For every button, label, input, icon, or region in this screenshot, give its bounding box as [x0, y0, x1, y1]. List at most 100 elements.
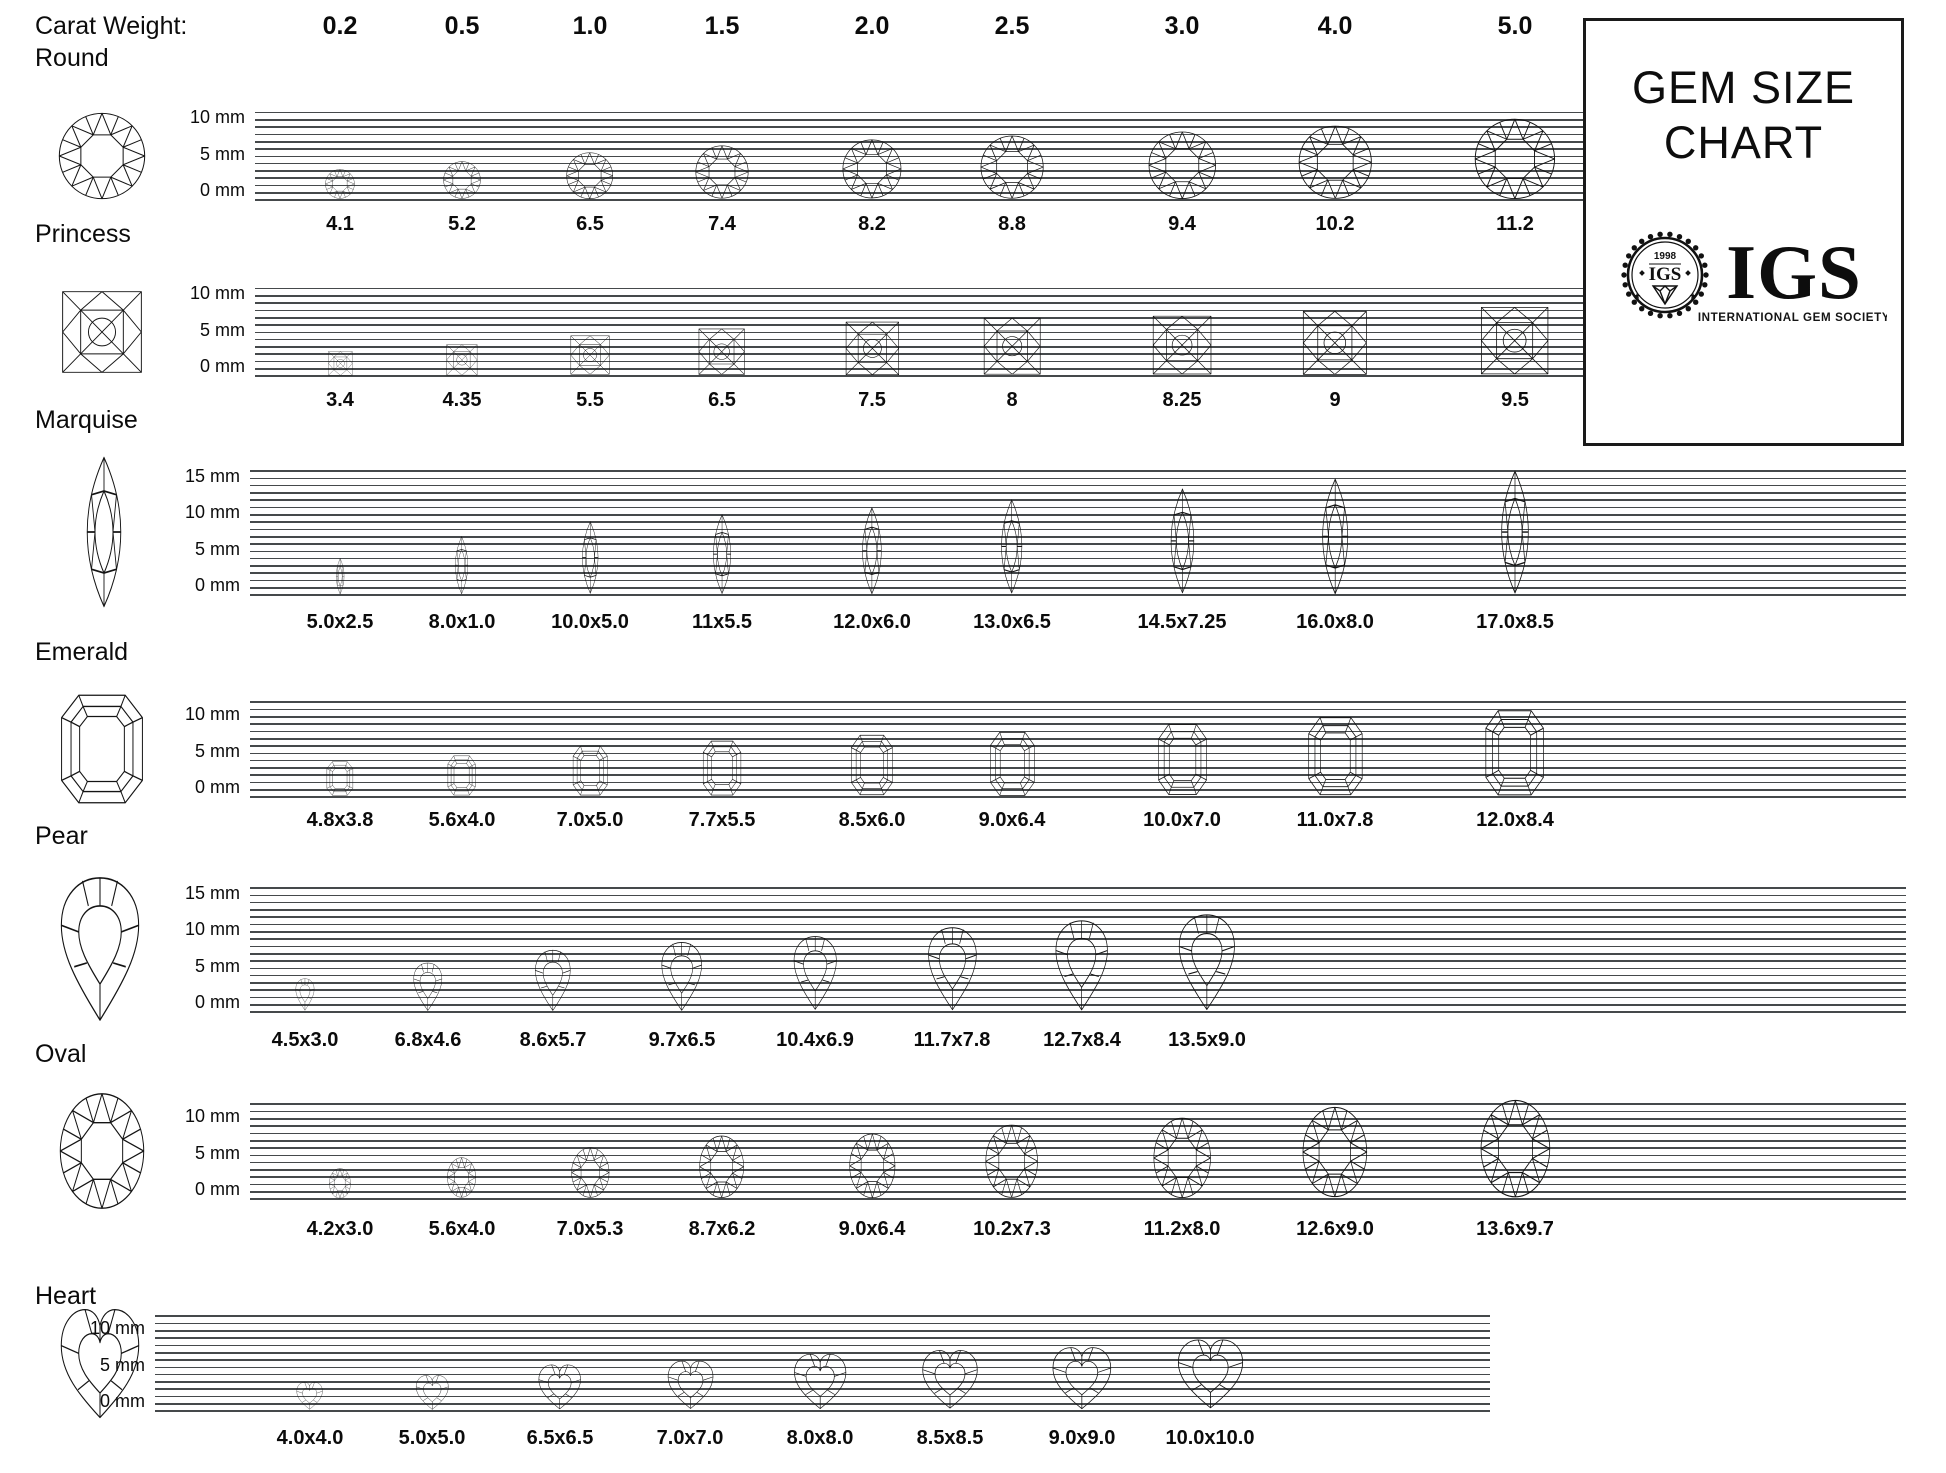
ruler-line	[250, 1103, 1906, 1106]
ruler-line	[250, 1191, 1906, 1193]
ruler-line	[250, 1004, 1906, 1006]
sample-gem-marquise	[86, 456, 122, 608]
ruler-line	[250, 894, 1906, 897]
gem-size-label: 8.2	[858, 213, 886, 235]
mm-tick-label: 10 mm	[184, 919, 240, 939]
ruler-line	[255, 316, 1583, 319]
mm-tick-label: 10 mm	[184, 704, 240, 724]
gem-oval-11.2x8.0	[1153, 1117, 1211, 1198]
carat-weight-header: 2.0	[854, 12, 890, 40]
carat-weight-label: Carat Weight:	[35, 12, 188, 40]
gem-size-label: 8.25	[1162, 389, 1202, 411]
page-title-line2: CHART	[1663, 116, 1824, 168]
ruler-line	[250, 967, 1906, 970]
ruler-line	[155, 1351, 1490, 1354]
gem-emerald-10.0x7.0	[1157, 724, 1207, 796]
igs-logo-acronym: IGS	[1726, 229, 1862, 315]
gem-pear-9.7x6.5	[661, 941, 703, 1011]
ruler-line	[155, 1315, 1490, 1318]
ruler-line	[250, 514, 1906, 516]
ruler-line	[250, 543, 1906, 545]
gem-marquise-8.0x1.0	[455, 536, 469, 595]
ruler-line	[255, 170, 1583, 172]
gem-size-label: 12.0x8.4	[1476, 809, 1554, 831]
ruler-line	[250, 1125, 1906, 1127]
ruler-line	[250, 1147, 1906, 1149]
ruler-line	[250, 774, 1906, 777]
gem-heart-6.5x6.5	[538, 1364, 582, 1410]
ruler-line	[155, 1337, 1490, 1339]
carat-weight-header: 2.5	[994, 12, 1030, 40]
gem-round-6.5	[566, 152, 614, 199]
ruler-line	[250, 923, 1906, 926]
mm-tick-label: 0 mm	[200, 356, 245, 376]
gem-princess-4.35	[446, 343, 478, 375]
ruler-line	[250, 781, 1906, 784]
gem-size-label: 16.0x8.0	[1296, 611, 1374, 633]
sample-gem-heart	[60, 1308, 140, 1419]
gem-size-label: 4.35	[442, 389, 482, 411]
ruler-line	[250, 759, 1906, 762]
gem-pear-4.5x3.0	[295, 978, 315, 1011]
ruler-line	[250, 745, 1906, 747]
sample-gem-pear	[60, 877, 140, 1022]
gem-size-label: 7.5	[858, 389, 886, 411]
gem-size-label: 6.8x4.6	[394, 1029, 462, 1051]
gem-round-7.4	[695, 145, 749, 199]
row-label-heart: Heart	[35, 1282, 97, 1310]
gem-size-label: 5.6x4.0	[428, 809, 496, 831]
ruler-line	[255, 199, 1583, 201]
gem-size-label: 10.2x7.3	[973, 1218, 1051, 1240]
row-label-princess: Princess	[35, 220, 131, 248]
ruler-line	[250, 484, 1906, 487]
ruler-line	[250, 909, 1906, 911]
gem-size-label: 5.5	[576, 389, 604, 411]
gem-size-label: 7.4	[708, 213, 736, 235]
mm-tick-label: 5 mm	[200, 319, 245, 340]
ruler-line	[155, 1322, 1490, 1325]
ruler-line	[255, 309, 1583, 312]
ruler-line	[255, 119, 1583, 121]
row-label-oval: Oval	[35, 1040, 87, 1068]
gem-size-label: 9.0x9.0	[1048, 1427, 1116, 1449]
gem-oval-8.7x6.2	[699, 1135, 745, 1198]
ruler-line	[255, 302, 1583, 304]
gem-size-label: 8.5x8.5	[916, 1427, 984, 1449]
ruler-line	[255, 111, 1583, 114]
mm-tick-label: 10 mm	[184, 1106, 240, 1126]
ruler-line	[255, 140, 1583, 143]
gem-size-label: 10.0x7.0	[1143, 809, 1221, 831]
gem-size-label: 9.7x6.5	[648, 1029, 716, 1051]
ruler-line	[250, 1183, 1906, 1186]
gem-marquise-14.5x7.25	[1170, 488, 1194, 594]
ruler-line	[255, 324, 1583, 326]
ruler-line	[250, 989, 1906, 992]
gem-emerald-7.7x5.5	[702, 740, 742, 796]
gem-size-label: 7.0x5.0	[556, 809, 624, 831]
gem-size-label: 8.7x6.2	[688, 1218, 756, 1240]
ruler-line	[155, 1330, 1490, 1332]
gem-emerald-9.0x6.4	[989, 731, 1035, 796]
ruler-line	[255, 126, 1583, 128]
ruler-line	[250, 528, 1906, 531]
gem-heart-9.0x9.0	[1052, 1346, 1112, 1409]
row-label-pear: Pear	[35, 822, 88, 850]
mm-tick-label: 0 mm	[100, 1391, 145, 1411]
gem-size-label: 13.0x6.5	[973, 611, 1051, 633]
gem-princess-8	[983, 317, 1041, 375]
title-box: GEM SIZE CHART 1998 IGS ★ ★ IGS	[1583, 18, 1904, 446]
mm-tick-label: 5 mm	[195, 740, 240, 761]
gem-heart-4.0x4.0	[296, 1382, 323, 1410]
ruler-line	[250, 737, 1906, 740]
gem-size-label: 11.0x7.8	[1296, 809, 1374, 831]
gem-marquise-11x5.5	[713, 514, 731, 594]
gem-emerald-11.0x7.8	[1307, 717, 1363, 796]
gem-size-label: 9.0x6.4	[978, 809, 1046, 831]
ruler-line	[250, 1011, 1906, 1013]
gem-emerald-4.8x3.8	[326, 761, 354, 796]
igs-medallion-acronym: IGS	[1648, 264, 1681, 285]
ruler-line	[250, 701, 1906, 704]
ruler-line	[250, 901, 1906, 904]
ruler-line	[155, 1359, 1490, 1361]
gem-princess-6.5	[698, 328, 746, 375]
